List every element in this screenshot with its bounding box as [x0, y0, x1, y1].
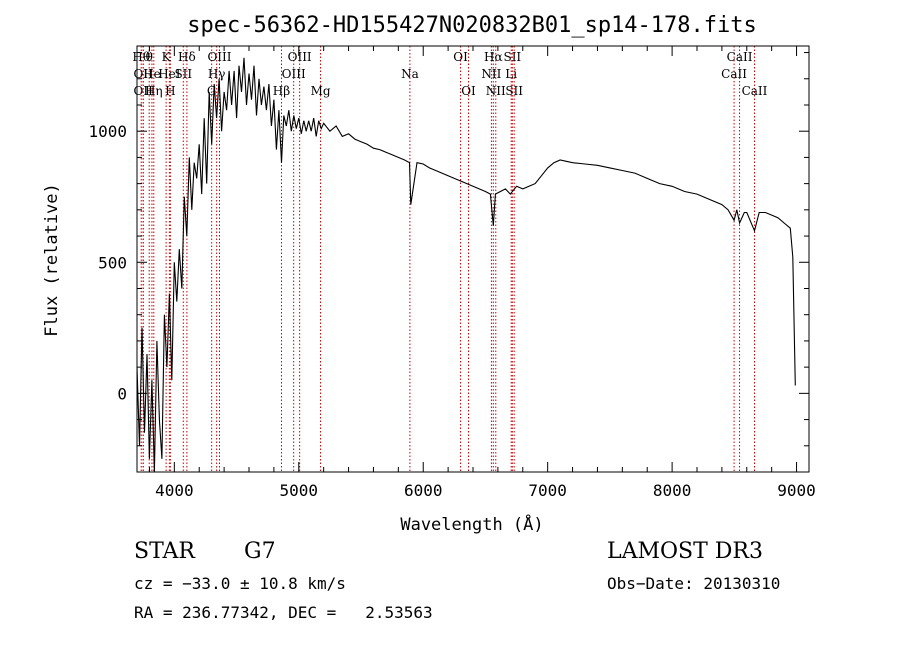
y-tick-label: 500 — [98, 253, 127, 272]
x-tick-label: 5000 — [280, 481, 319, 500]
line-label-6: K — [162, 50, 172, 64]
spectral-line-labels: HθOIIOIIθHeHηKHeIHSIIHδGHγOIIIHβOIIIOIII… — [132, 50, 767, 98]
spectrum-series-line — [136, 57, 796, 473]
line-label-21: NII — [481, 67, 501, 81]
chart-title: spec-56362-HD155427N020832B01_sp14-178.f… — [187, 13, 757, 38]
line-label-7: HeI — [158, 67, 181, 81]
redshift-cz: cz = −33.0 ± 10.8 km/s — [134, 574, 346, 593]
observation-date: Obs−Date: 20130310 — [607, 574, 781, 593]
line-label-27: CaII — [721, 67, 747, 81]
line-label-20: OI — [461, 84, 476, 98]
line-label-28: CaII — [727, 50, 753, 64]
spectral-line-markers — [140, 46, 755, 472]
line-label-1: OII — [134, 67, 154, 81]
sky-coordinates: RA = 236.77342, DEC = 2.53563 — [134, 603, 433, 622]
line-label-5: Hη — [145, 84, 163, 98]
line-label-8: H — [165, 84, 175, 98]
object-type: STAR — [134, 539, 195, 564]
line-label-18: Na — [401, 67, 419, 81]
line-label-12: Hγ — [208, 67, 226, 81]
line-label-3: θ — [146, 50, 153, 64]
x-axis-ticks: 4000 5000 6000 7000 8000 9000 — [148, 46, 816, 500]
x-tick-label: 9000 — [777, 481, 816, 500]
subclass: G7 — [244, 539, 276, 564]
line-label-11: G — [207, 84, 217, 98]
line-label-24: SII — [503, 50, 521, 64]
line-label-9: SII — [174, 67, 192, 81]
line-label-4: He — [143, 67, 161, 81]
line-label-14: Hβ — [273, 84, 290, 98]
y-tick-label: 1000 — [88, 122, 127, 141]
line-label-15: OIII — [282, 67, 306, 81]
survey-name: LAMOST DR3 — [607, 539, 763, 564]
line-label-25: Li — [505, 67, 517, 81]
line-label-23: NII — [486, 84, 506, 98]
line-label-16: OIII — [288, 50, 312, 64]
line-label-19: OI — [453, 50, 468, 64]
line-label-13: OIII — [207, 50, 231, 64]
y-tick-label: 0 — [117, 384, 127, 403]
line-label-29: CaII — [742, 84, 768, 98]
x-tick-label: 4000 — [155, 481, 194, 500]
line-label-17: Mg — [311, 84, 331, 98]
line-label-26: SII — [505, 84, 523, 98]
line-label-2: OII — [134, 84, 154, 98]
line-label-10: Hδ — [178, 50, 196, 64]
plot-frame — [136, 45, 810, 473]
y-axis-label: Flux (relative) — [42, 183, 62, 337]
y-axis-ticks: 0 500 1000 — [88, 52, 809, 473]
x-tick-label: 7000 — [528, 481, 567, 500]
x-tick-label: 6000 — [404, 481, 443, 500]
line-label-22: Hα — [484, 50, 503, 64]
x-axis-label: Wavelength (Å) — [400, 513, 543, 535]
x-tick-label: 8000 — [653, 481, 692, 500]
